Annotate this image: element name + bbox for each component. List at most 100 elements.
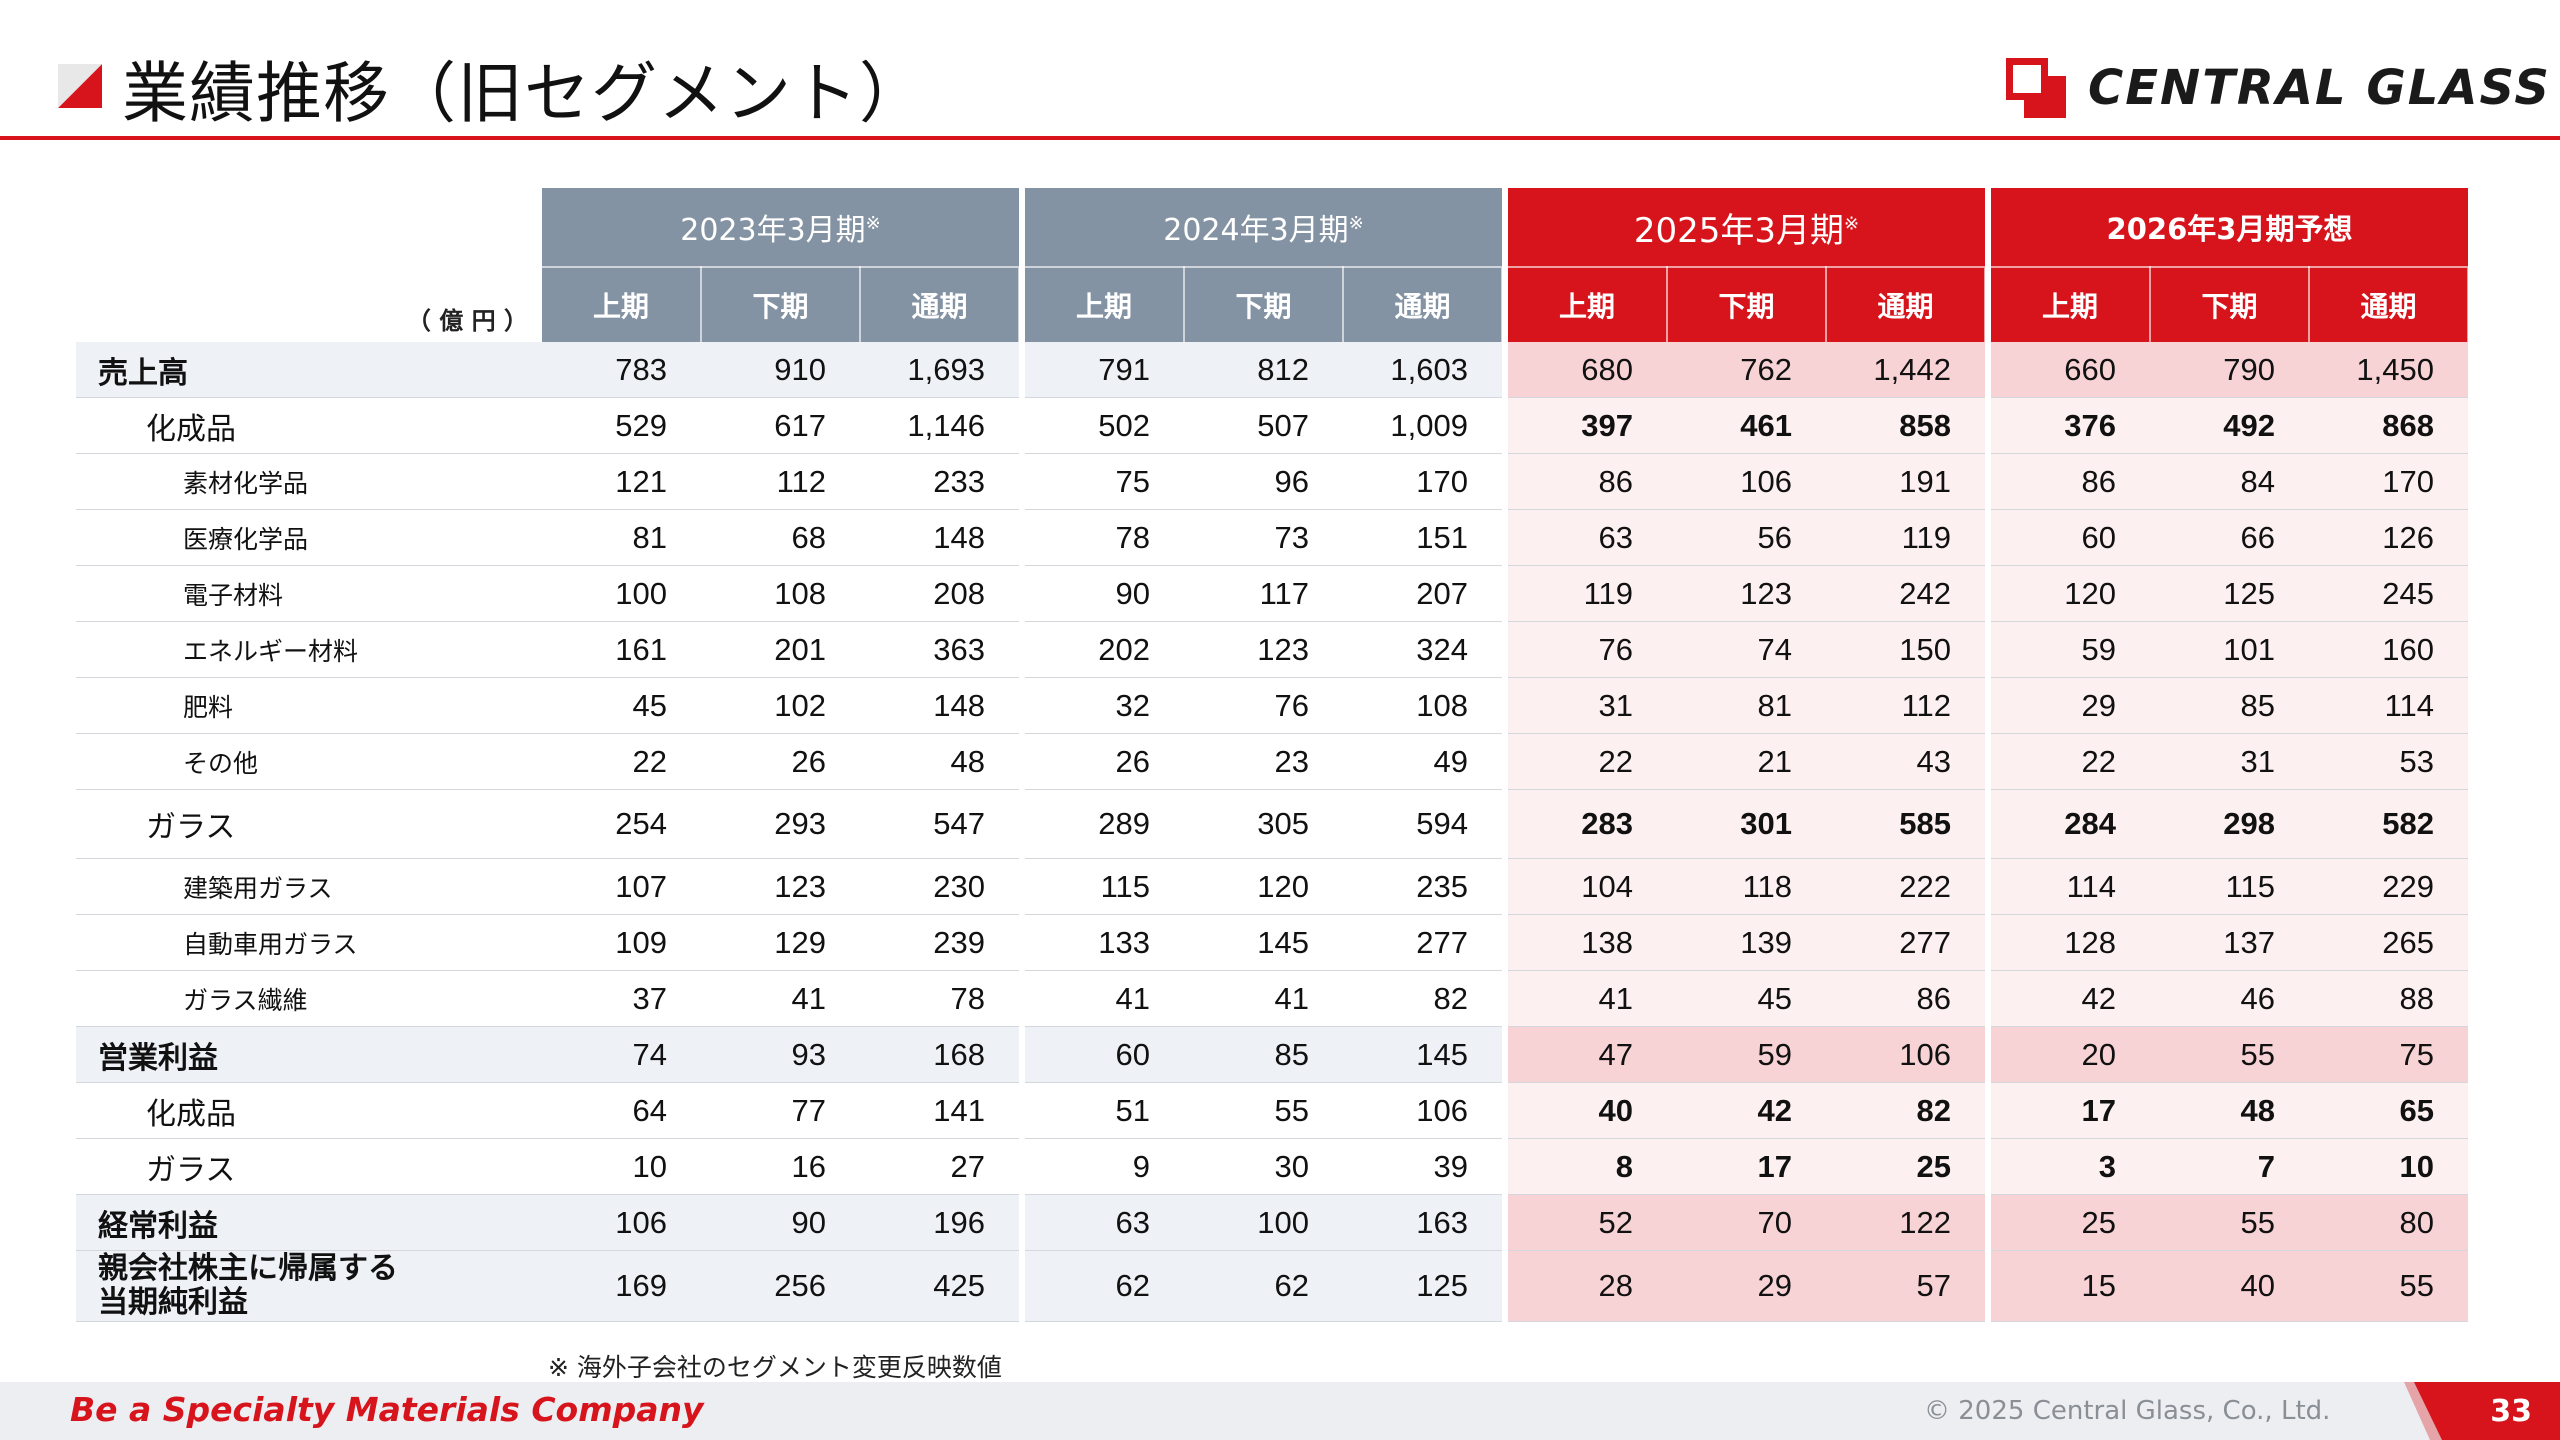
table-cell: 20 bbox=[1991, 1026, 2150, 1083]
table-cell: 85 bbox=[2150, 677, 2309, 734]
table-cell: 196 bbox=[860, 1194, 1019, 1251]
table-cell: 148 bbox=[860, 677, 1019, 734]
row-label: 肥料 bbox=[76, 677, 542, 734]
table-row: 自動車用ガラス 109 129 239 133 145 277 138 139 277 128 137… bbox=[76, 914, 2468, 971]
table-cell: 1,146 bbox=[860, 397, 1019, 454]
table-cell: 585 bbox=[1826, 789, 1985, 859]
table-cell: 868 bbox=[2309, 397, 2468, 454]
table-cell: 41 bbox=[1025, 970, 1184, 1027]
subheader-full: 通期 bbox=[1826, 267, 1986, 342]
table-cell: 78 bbox=[1025, 509, 1184, 566]
row-label: エネルギー材料 bbox=[76, 621, 542, 678]
table-cell: 41 bbox=[701, 970, 860, 1027]
table-cell: 27 bbox=[860, 1138, 1019, 1195]
table-cell: 21 bbox=[1667, 733, 1826, 790]
table-row: 経常利益 106 90 196 63 100 163 52 70 122 25 55 80 bbox=[76, 1194, 2468, 1251]
table-cell: 1,450 bbox=[2309, 342, 2468, 398]
table-cell: 283 bbox=[1508, 789, 1667, 859]
footer-bar bbox=[0, 1382, 2560, 1440]
table-cell: 96 bbox=[1184, 453, 1343, 510]
page-number-tab bbox=[2400, 1382, 2560, 1440]
table-cell: 57 bbox=[1826, 1250, 1985, 1322]
table-cell: 68 bbox=[701, 509, 860, 566]
table-row: ガラス繊維 37 41 78 41 41 82 41 45 86 42 46 88 bbox=[76, 970, 2468, 1027]
table-cell: 680 bbox=[1508, 342, 1667, 398]
table-cell: 100 bbox=[1184, 1194, 1343, 1251]
table-cell: 85 bbox=[1184, 1026, 1343, 1083]
table-cell: 145 bbox=[1184, 914, 1343, 971]
group-header-2025: 2025年3月期※ bbox=[1508, 188, 1985, 268]
table-cell: 39 bbox=[1343, 1138, 1502, 1195]
subheader-full: 通期 bbox=[2309, 267, 2469, 342]
table-cell: 812 bbox=[1184, 342, 1343, 398]
table-cell: 41 bbox=[1184, 970, 1343, 1027]
table-row: エネルギー材料 161 201 363 202 123 324 76 74 150 59 101 160 bbox=[76, 621, 2468, 678]
table-cell: 48 bbox=[860, 733, 1019, 790]
table-cell: 289 bbox=[1025, 789, 1184, 859]
table-cell: 17 bbox=[1667, 1138, 1826, 1195]
table-cell: 55 bbox=[2309, 1250, 2468, 1322]
table-cell: 117 bbox=[1184, 565, 1343, 622]
table-cell: 84 bbox=[2150, 453, 2309, 510]
table-cell: 230 bbox=[860, 858, 1019, 915]
table-cell: 90 bbox=[1025, 565, 1184, 622]
group-header-2026-forecast: 2026年3月期予想 bbox=[1991, 188, 2468, 268]
table-cell: 100 bbox=[542, 565, 701, 622]
table-row: 医療化学品 81 68 148 78 73 151 63 56 119 60 66 126 bbox=[76, 509, 2468, 566]
table-cell: 151 bbox=[1343, 509, 1502, 566]
table-cell: 376 bbox=[1991, 397, 2150, 454]
subheader-h1: 上期 bbox=[1991, 267, 2151, 342]
table-cell: 106 bbox=[1343, 1082, 1502, 1139]
table-cell: 791 bbox=[1025, 342, 1184, 398]
table-cell: 502 bbox=[1025, 397, 1184, 454]
table-row: 電子材料 100 108 208 90 117 207 119 123 242 120 125 245 bbox=[76, 565, 2468, 622]
table-cell: 277 bbox=[1343, 914, 1502, 971]
table-cell: 74 bbox=[1667, 621, 1826, 678]
table-cell: 26 bbox=[701, 733, 860, 790]
page-number: 33 bbox=[2490, 1394, 2532, 1429]
table-cell: 123 bbox=[1667, 565, 1826, 622]
table-cell: 1,693 bbox=[860, 342, 1019, 398]
table-row: その他 22 26 48 26 23 49 22 21 43 22 31 53 bbox=[76, 733, 2468, 790]
table-cell: 106 bbox=[1826, 1026, 1985, 1083]
table-cell: 148 bbox=[860, 509, 1019, 566]
table-cell: 59 bbox=[1991, 621, 2150, 678]
table-cell: 114 bbox=[2309, 677, 2468, 734]
row-label: ガラス bbox=[76, 1138, 542, 1195]
table-cell: 62 bbox=[1025, 1250, 1184, 1322]
table-cell: 22 bbox=[1508, 733, 1667, 790]
table-row: ガラス 254 293 547 289 305 594 283 301 585 284 298 582 bbox=[76, 789, 2468, 859]
table-cell: 82 bbox=[1343, 970, 1502, 1027]
table-cell: 28 bbox=[1508, 1250, 1667, 1322]
table-cell: 15 bbox=[1991, 1250, 2150, 1322]
subheader-h2: 下期 bbox=[1667, 267, 1827, 342]
table-cell: 790 bbox=[2150, 342, 2309, 398]
table-cell: 41 bbox=[1508, 970, 1667, 1027]
row-label-line2: 当期純利益 bbox=[98, 1285, 248, 1320]
table-cell: 42 bbox=[1667, 1082, 1826, 1139]
table-cell: 170 bbox=[2309, 453, 2468, 510]
table-cell: 23 bbox=[1184, 733, 1343, 790]
table-cell: 86 bbox=[1991, 453, 2150, 510]
table-cell: 25 bbox=[1991, 1194, 2150, 1251]
table-cell: 265 bbox=[2309, 914, 2468, 971]
footnote: ※ 海外子会社のセグメント変更反映数値 bbox=[548, 1353, 1002, 1382]
table-cell: 75 bbox=[2309, 1026, 2468, 1083]
table-cell: 48 bbox=[2150, 1082, 2309, 1139]
title-accent-icon bbox=[58, 64, 102, 108]
table-cell: 169 bbox=[542, 1250, 701, 1322]
table-cell: 115 bbox=[1025, 858, 1184, 915]
table-cell: 107 bbox=[542, 858, 701, 915]
table-cell: 547 bbox=[860, 789, 1019, 859]
table-cell: 119 bbox=[1508, 565, 1667, 622]
table-cell: 25 bbox=[1826, 1138, 1985, 1195]
table-cell: 123 bbox=[1184, 621, 1343, 678]
table-cell: 75 bbox=[1025, 453, 1184, 510]
table-cell: 114 bbox=[1991, 858, 2150, 915]
table-cell: 168 bbox=[860, 1026, 1019, 1083]
row-label: 親会社株主に帰属する 当期純利益 bbox=[76, 1250, 542, 1322]
table-cell: 118 bbox=[1667, 858, 1826, 915]
row-label: 建築用ガラス bbox=[76, 858, 542, 915]
row-label: ガラス繊維 bbox=[76, 970, 542, 1027]
row-label: 自動車用ガラス bbox=[76, 914, 542, 971]
